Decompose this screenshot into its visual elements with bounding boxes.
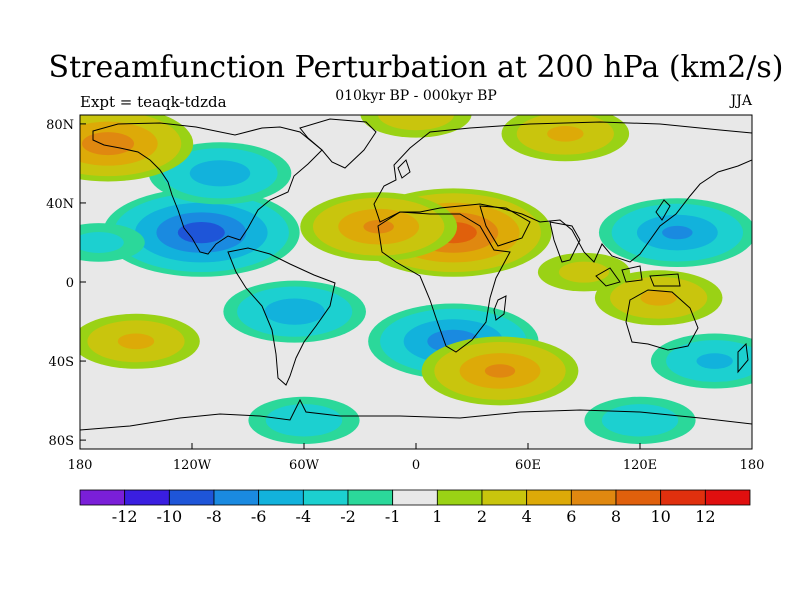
colorbar-label: 6 [566, 507, 576, 526]
anomaly-center [80, 223, 145, 262]
colorbar-swatch [168, 489, 215, 506]
colorbar-swatch [481, 489, 528, 506]
experiment-label: Expt = teaqk-tdzda [80, 93, 227, 111]
colorbar-swatch [392, 489, 438, 506]
colorbar-label: -2 [340, 507, 356, 526]
season-label: JJA [730, 93, 752, 109]
y-tick-label: 40S [49, 355, 74, 370]
colorbar-swatch [124, 489, 170, 506]
colorbar-label: -12 [112, 507, 138, 526]
x-tick-label: 120E [623, 458, 657, 473]
colorbar-swatch [526, 489, 572, 506]
anomaly-center [103, 188, 300, 277]
colorbar-swatch [347, 489, 394, 506]
colorbar-label: 10 [650, 507, 670, 526]
anomaly-center [537, 252, 631, 292]
colorbar-label: -1 [385, 507, 401, 526]
y-tick-label: 80N [46, 118, 74, 133]
colorbar-swatch [615, 489, 662, 506]
x-tick-label: 180 [68, 458, 93, 473]
coastlines [80, 118, 752, 431]
colorbar-label: 12 [695, 507, 715, 526]
x-tick-label: 0 [412, 458, 420, 473]
y-tick-label: 40N [46, 197, 74, 212]
colorbar-swatch [704, 489, 751, 506]
plot-subtitle: 010kyr BP - 000kyr BP [335, 88, 497, 104]
anomaly-center [80, 115, 194, 182]
colorbar-label: 4 [522, 507, 532, 526]
colorbar-swatch [213, 489, 260, 506]
anomaly-center [598, 198, 752, 267]
anomaly-center [501, 115, 630, 162]
colorbar-label: 8 [611, 507, 621, 526]
colorbar-swatch [570, 489, 617, 506]
anomaly-center [300, 192, 458, 262]
colorbar-swatch [79, 489, 126, 506]
anomaly-center [248, 396, 360, 444]
colorbar-label: -6 [251, 507, 267, 526]
colorbar-label: 1 [432, 507, 442, 526]
colorbar-swatch [436, 489, 483, 506]
colorbar-swatch [258, 489, 304, 506]
colorbar-label: 2 [477, 507, 487, 526]
anomaly-center [148, 142, 292, 205]
colorbar-label: -8 [206, 507, 222, 526]
x-tick-label: 60E [515, 458, 541, 473]
anomaly-center [584, 396, 696, 444]
y-tick-label: 0 [66, 276, 74, 291]
anomaly-center [80, 313, 200, 369]
y-axis-ticks: 80N 40N 0 40S 80S [46, 118, 86, 449]
plot-title: Streamfunction Perturbation at 200 hPa (… [48, 50, 784, 85]
anomaly-center [421, 336, 579, 406]
x-tick-label: 180 [740, 458, 765, 473]
anomaly-center [223, 280, 366, 343]
streamfunction-field [80, 115, 752, 444]
y-tick-label: 80S [49, 434, 74, 449]
colorbar-swatch [302, 489, 349, 506]
x-tick-label: 60W [289, 458, 320, 473]
x-axis-ticks: 180 120W 60W 0 60E 120E 180 [68, 443, 765, 473]
colorbar-label: -10 [156, 507, 182, 526]
anomaly-center [360, 115, 472, 138]
anomaly-center [650, 333, 752, 389]
anomaly-center [594, 270, 723, 326]
colorbar-swatch [660, 489, 706, 506]
x-tick-label: 120W [173, 458, 212, 473]
colorbar-label: -4 [296, 507, 312, 526]
colorbar: -12 -10 -8 -6 -4 -2 -1 1 2 4 6 8 10 12 [79, 489, 751, 526]
